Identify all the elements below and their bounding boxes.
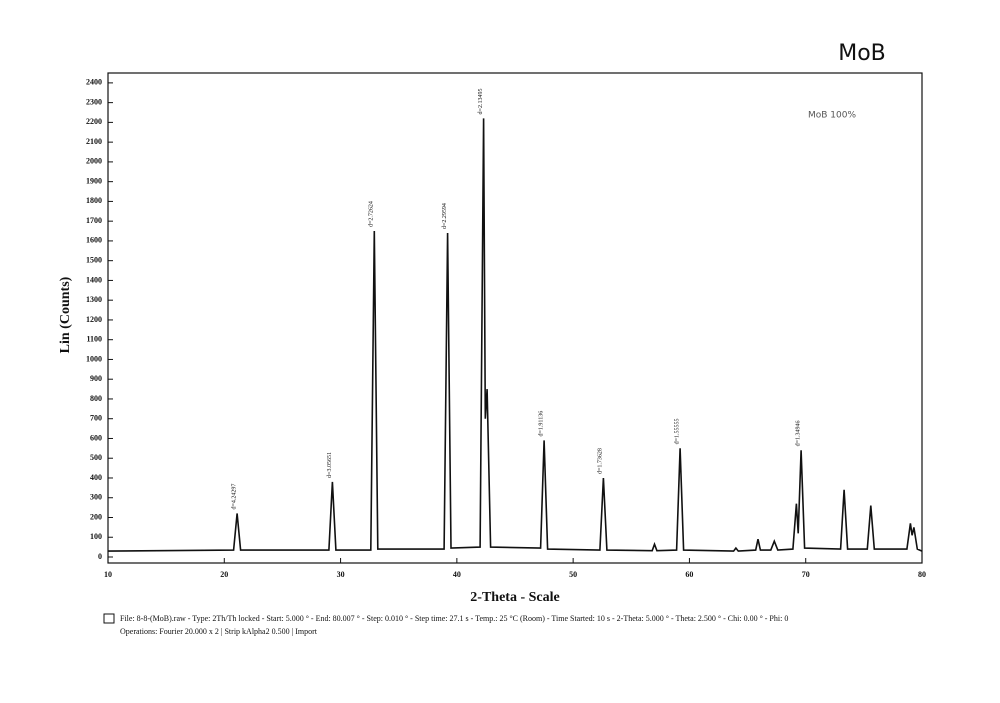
peak-label: d=2.29594	[442, 203, 448, 229]
y-tick-label: 2300	[86, 97, 102, 106]
legend-label: MoB 100%	[808, 111, 856, 121]
peak-label: d=2.72624	[369, 201, 375, 227]
x-tick-label: 60	[685, 570, 693, 579]
y-tick-label: 1500	[86, 256, 102, 265]
y-tick-label: 0	[98, 552, 102, 561]
x-tick-label: 20	[220, 570, 228, 579]
plot-frame	[107, 72, 923, 564]
diffraction-line	[107, 118, 923, 552]
y-tick-label: 600	[90, 433, 102, 442]
x-tick-label: 10	[104, 570, 112, 579]
peak-label: d=3.05651	[327, 452, 333, 478]
y-tick-label: 1800	[86, 196, 102, 205]
y-tick-label: 400	[90, 473, 102, 482]
y-tick-label: 100	[90, 532, 102, 541]
footer-line: File: 8-8-(MoB).raw - Type: 2Th/Th locke…	[120, 614, 788, 623]
x-tick-label: 70	[802, 570, 810, 579]
x-tick-label: 40	[453, 570, 461, 579]
peak-label: d=2.13495	[478, 89, 484, 115]
peak-label: d=1.55555	[675, 418, 681, 444]
y-tick-label: 1000	[86, 354, 102, 363]
y-tick-label: 500	[90, 453, 102, 462]
y-tick-label: 2000	[86, 157, 102, 166]
footer-line: Operations: Fourier 20.000 x 2 | Strip k…	[120, 627, 318, 636]
y-tick-label: 800	[90, 394, 102, 403]
y-tick-label: 1400	[86, 275, 102, 284]
y-tick-label: 900	[90, 374, 102, 383]
peak-label: d=1.91136	[538, 411, 544, 437]
file-icon	[103, 613, 115, 624]
chart-title: MoB	[838, 41, 886, 66]
peak-label: d=4.24297	[231, 484, 237, 510]
y-tick-label: 1600	[86, 236, 102, 245]
y-tick-label: 300	[90, 493, 102, 502]
x-tick-label: 80	[918, 570, 926, 579]
x-axis-label: 2-Theta - Scale	[470, 590, 559, 605]
y-tick-label: 2400	[86, 78, 102, 87]
y-tick-label: 2100	[86, 137, 102, 146]
y-tick-label: 1300	[86, 295, 102, 304]
y-tick-label: 200	[90, 512, 102, 521]
x-tick-label: 30	[337, 570, 345, 579]
y-tick-label: 1200	[86, 315, 102, 324]
y-tick-label: 1900	[86, 176, 102, 185]
x-tick-label: 50	[569, 570, 577, 579]
y-tick-label: 2200	[86, 117, 102, 126]
peak-label: d=1.73628	[598, 448, 604, 474]
y-tick-label: 1100	[86, 335, 102, 344]
y-tick-label: 1700	[86, 216, 102, 225]
peak-label: d=1.34946	[795, 420, 801, 446]
y-tick-label: 700	[90, 414, 102, 423]
y-axis-label: Lin (Counts)	[58, 276, 73, 353]
